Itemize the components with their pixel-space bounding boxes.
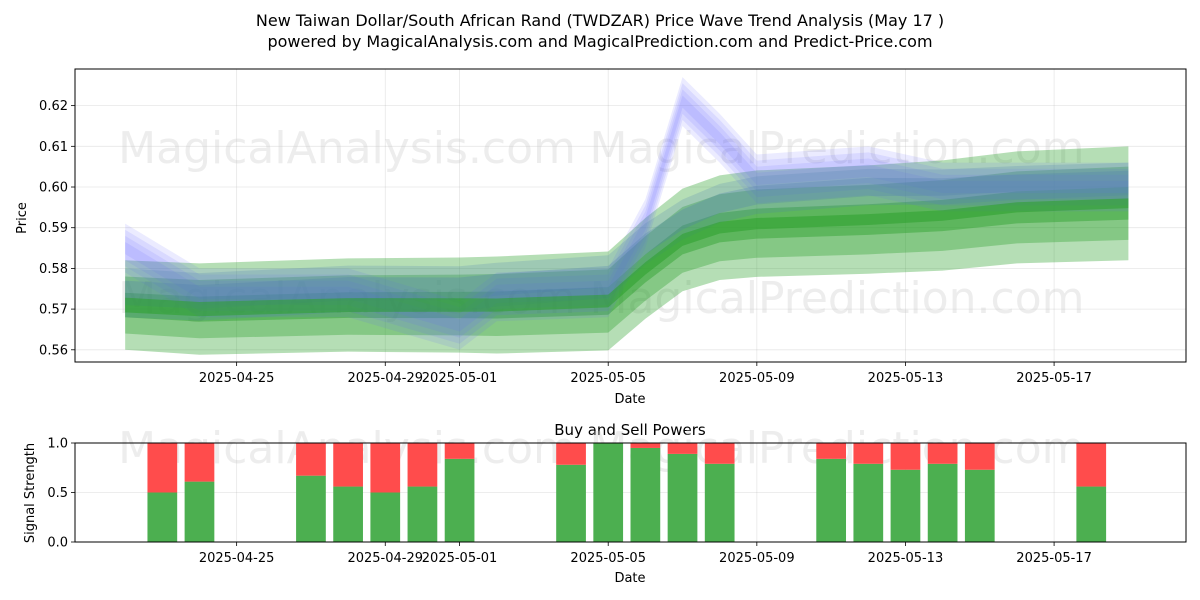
green-band-1 <box>125 166 1129 339</box>
sell-bar <box>444 443 475 459</box>
signal-y-tick-label: 1.0 <box>47 437 68 452</box>
price-x-tick-label: 2025-05-05 <box>570 371 646 386</box>
buy-bar <box>667 453 698 542</box>
price-y-tick-label: 0.57 <box>39 303 68 318</box>
sell-bar <box>816 443 847 459</box>
mid-band-0 <box>125 162 1129 321</box>
price-y-tick-label: 0.61 <box>39 140 68 155</box>
signal-y-axis-label: Signal Strength <box>23 443 38 543</box>
buy-bar <box>1076 486 1107 542</box>
buy-bar <box>370 492 401 542</box>
sell-bar <box>407 443 438 487</box>
chart-title: New Taiwan Dollar/South African Rand (TW… <box>256 11 944 30</box>
buy-bar <box>704 463 735 542</box>
price-x-tick-label: 2025-05-13 <box>868 371 944 386</box>
buy-bar <box>853 463 884 542</box>
signal-title: Buy and Sell Powers <box>554 421 706 439</box>
mid-band-1 <box>125 170 1129 309</box>
signal-y-tick-label: 0.5 <box>47 486 68 501</box>
price-y-axis-label: Price <box>15 202 30 234</box>
buy-bar <box>630 447 661 542</box>
price-y-ticks: 0.56 0.57 0.58 0.59 0.60 0.61 0.62 <box>39 99 75 358</box>
watermark-analysis-top: MagicalAnalysis.com <box>118 123 576 174</box>
price-x-tick-label: 2025-05-01 <box>422 371 498 386</box>
sell-bar <box>147 443 178 493</box>
buy-bar <box>927 463 958 542</box>
signal-x-tick-label: 2025-04-25 <box>199 551 275 566</box>
signal-x-tick-label: 2025-05-05 <box>570 551 646 566</box>
buy-bar <box>184 481 215 542</box>
buy-bar <box>444 458 475 542</box>
buy-bar <box>964 469 995 542</box>
chart-subtitle: powered by MagicalAnalysis.com and Magic… <box>267 32 932 51</box>
signal-y-tick-label: 0.0 <box>47 536 68 551</box>
price-x-tick-label: 2025-04-29 <box>347 371 423 386</box>
signal-panel: Buy and Sell Powers MagicalAnalysis.com … <box>23 421 1187 586</box>
sell-bar <box>853 443 884 464</box>
buy-bar <box>296 475 326 542</box>
sell-bar <box>927 443 958 464</box>
sell-bar <box>556 443 586 465</box>
buy-bar <box>407 486 438 542</box>
price-bands <box>125 77 1129 355</box>
price-x-tick-label: 2025-04-25 <box>199 371 275 386</box>
price-y-tick-label: 0.59 <box>39 221 68 236</box>
sell-bar <box>630 443 661 448</box>
price-y-tick-label: 0.56 <box>39 343 68 358</box>
sell-bar <box>296 443 326 476</box>
price-x-tick-label: 2025-05-17 <box>1016 371 1092 386</box>
buy-bar <box>333 486 363 542</box>
price-x-axis-label: Date <box>614 392 645 407</box>
buy-bar <box>556 464 586 542</box>
price-y-tick-label: 0.62 <box>39 99 68 114</box>
sell-bar <box>667 443 698 454</box>
sell-bar <box>370 443 401 493</box>
signal-bars <box>147 443 1107 542</box>
buy-bar <box>147 492 178 542</box>
sell-bar <box>1076 443 1107 487</box>
buy-bar <box>890 469 921 542</box>
green-core-band <box>125 198 1129 317</box>
sell-bar <box>333 443 363 487</box>
signal-x-tick-label: 2025-05-09 <box>719 551 795 566</box>
signal-x-tick-label: 2025-05-17 <box>1016 551 1092 566</box>
price-band-layer <box>125 77 1129 355</box>
price-y-tick-label: 0.58 <box>39 262 68 277</box>
price-x-tick-label: 2025-05-09 <box>719 371 795 386</box>
signal-y-ticks: 0.0 0.5 1.0 <box>47 437 75 551</box>
signal-x-tick-label: 2025-05-13 <box>868 551 944 566</box>
watermark-prediction-top: MagicalPrediction.com <box>590 123 1085 174</box>
signal-x-axis-label: Date <box>614 571 645 586</box>
buy-bar <box>816 458 847 542</box>
signal-x-tick-label: 2025-05-01 <box>422 551 498 566</box>
price-panel: MagicalAnalysis.com MagicalPrediction.co… <box>15 68 1187 407</box>
price-plot-frame <box>74 68 1187 363</box>
sell-bar <box>890 443 921 470</box>
sell-bar <box>964 443 995 470</box>
price-y-tick-label: 0.60 <box>39 181 68 196</box>
buy-bar <box>593 443 624 542</box>
sell-bar <box>704 443 735 464</box>
sell-bar <box>184 443 215 482</box>
signal-x-tick-label: 2025-04-29 <box>347 551 423 566</box>
watermark-prediction-mid: MagicalPrediction.com <box>590 273 1085 324</box>
